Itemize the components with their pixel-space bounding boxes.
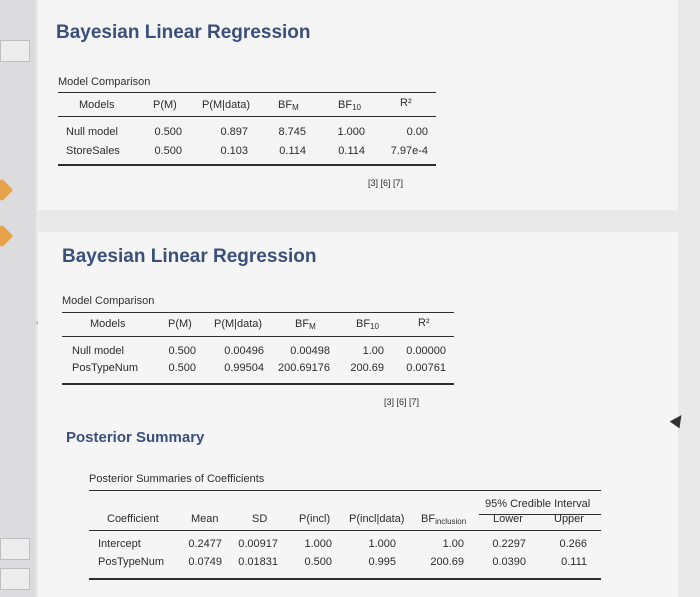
result-panel-storesales: Bayesian Linear Regression Model Compari… bbox=[38, 0, 678, 210]
header-bf10: BF10 bbox=[356, 318, 379, 331]
header-pm: P(M) bbox=[168, 318, 192, 330]
header-pincl: P(incl) bbox=[299, 513, 331, 525]
cell-model: Null model bbox=[66, 126, 118, 138]
cell-bf10: 0.114 bbox=[338, 145, 365, 157]
header-bfm: BFM bbox=[295, 318, 316, 331]
table-top-rule bbox=[62, 312, 454, 313]
cell-mean: 0.0749 bbox=[188, 556, 222, 568]
header-models: Models bbox=[79, 99, 115, 111]
cell-pmd: 0.897 bbox=[220, 126, 248, 138]
table-bottom-rule bbox=[58, 164, 436, 166]
table-top-rule bbox=[58, 92, 436, 93]
cell-coefficient: Intercept bbox=[98, 538, 141, 550]
cell-pm: 0.500 bbox=[168, 362, 196, 374]
header-pm: P(M) bbox=[153, 99, 177, 111]
cell-r2: 7.97e-4 bbox=[390, 145, 428, 157]
cell-bfm: 0.00498 bbox=[290, 345, 330, 357]
table-top-rule bbox=[89, 490, 601, 491]
cell-bfm: 0.114 bbox=[279, 145, 306, 157]
result-title: Bayesian Linear Regression bbox=[56, 22, 311, 43]
header-bfm: BFM bbox=[278, 99, 299, 112]
cell-pmd: 0.103 bbox=[220, 145, 248, 157]
cell-pmd: 0.00496 bbox=[224, 345, 264, 357]
header-pincld: P(incl|data) bbox=[349, 513, 405, 525]
table-bottom-rule bbox=[89, 578, 601, 580]
posterior-summary-title: Posterior Summary bbox=[66, 429, 205, 446]
header-r2: R² bbox=[418, 317, 430, 329]
header-coefficient: Coefficient bbox=[107, 513, 159, 525]
cell-pm: 0.500 bbox=[154, 126, 182, 138]
cell-mean: 0.2477 bbox=[188, 538, 222, 550]
cell-pmd: 0.99504 bbox=[224, 362, 264, 374]
ci-rule bbox=[479, 514, 601, 515]
header-pmd: P(M|data) bbox=[214, 318, 263, 330]
header-pmd: P(M|data) bbox=[202, 99, 251, 111]
cell-pincl: 0.500 bbox=[304, 556, 332, 568]
cell-lower: 0.2297 bbox=[492, 538, 526, 550]
left-gutter bbox=[0, 0, 36, 597]
cell-bfm: 200.69176 bbox=[278, 362, 330, 374]
table-title: Model Comparison bbox=[62, 295, 155, 307]
cell-bf10: 1.000 bbox=[337, 126, 365, 138]
header-rule bbox=[62, 336, 454, 337]
result-panel-postypenum: Bayesian Linear Regression Model Compari… bbox=[38, 232, 678, 597]
cell-pm: 0.500 bbox=[168, 345, 196, 357]
header-mean: Mean bbox=[191, 513, 219, 525]
header-bf10: BF10 bbox=[338, 99, 361, 112]
gutter-toggle[interactable] bbox=[0, 538, 30, 560]
cell-pm: 0.500 bbox=[154, 145, 182, 157]
cell-model: PosTypeNum bbox=[72, 362, 139, 374]
ci-header: 95% Credible Interval bbox=[485, 498, 591, 510]
gutter-toggle[interactable] bbox=[0, 568, 30, 590]
cell-r2: 0.00761 bbox=[406, 362, 446, 374]
cell-bf10: 200.69 bbox=[350, 362, 384, 374]
header-models: Models bbox=[90, 318, 126, 330]
cell-pincld: 1.000 bbox=[368, 538, 396, 550]
header-bfinclusion: BFinclusion bbox=[421, 513, 467, 526]
header-rule bbox=[58, 116, 436, 117]
table-title: Model Comparison bbox=[58, 76, 151, 88]
table-bottom-rule bbox=[62, 383, 454, 385]
gutter-toggle[interactable] bbox=[0, 40, 30, 62]
header-upper: Upper bbox=[554, 513, 584, 525]
footnote-links[interactable]: [3] [6] [7] bbox=[368, 178, 404, 188]
header-rule bbox=[89, 530, 601, 531]
cell-r2: 0.00000 bbox=[406, 345, 446, 357]
cell-lower: 0.0390 bbox=[492, 556, 526, 568]
result-title: Bayesian Linear Regression bbox=[62, 246, 317, 267]
cell-upper: 0.266 bbox=[559, 538, 587, 550]
cell-bf10: 1.00 bbox=[362, 345, 384, 357]
cell-model: StoreSales bbox=[66, 145, 120, 157]
header-sd: SD bbox=[252, 513, 268, 525]
cell-bfinclusion: 1.00 bbox=[442, 538, 464, 550]
header-lower: Lower bbox=[493, 513, 523, 525]
cell-bfinclusion: 200.69 bbox=[430, 556, 464, 568]
cell-pincl: 1.000 bbox=[304, 538, 332, 550]
cell-sd: 0.01831 bbox=[238, 556, 278, 568]
cell-coefficient: PosTypeNum bbox=[98, 556, 165, 568]
footnote-links[interactable]: [3] [6] [7] bbox=[384, 397, 420, 407]
header-r2: R² bbox=[400, 97, 412, 109]
cell-r2: 0.00 bbox=[406, 126, 428, 138]
cell-model: Null model bbox=[72, 345, 124, 357]
cell-bfm: 8.745 bbox=[278, 126, 306, 138]
cell-upper: 0.111 bbox=[561, 556, 587, 568]
cell-sd: 0.00917 bbox=[238, 538, 278, 550]
posterior-table-title: Posterior Summaries of Coefficients bbox=[89, 473, 265, 485]
cell-pincld: 0.995 bbox=[368, 556, 396, 568]
